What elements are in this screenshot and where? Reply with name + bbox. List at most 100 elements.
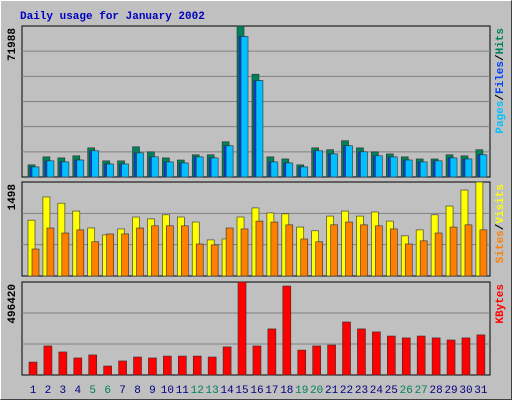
bar xyxy=(28,361,38,376)
bar xyxy=(315,241,323,277)
bar xyxy=(46,160,55,178)
legend-entry: Pages xyxy=(495,101,507,134)
bar xyxy=(390,156,398,178)
bar xyxy=(375,155,383,178)
bar xyxy=(118,360,127,376)
bar xyxy=(360,224,368,277)
bar xyxy=(91,150,100,178)
bar xyxy=(342,321,351,376)
legend-entry: Sites xyxy=(495,230,507,263)
bar xyxy=(166,161,174,178)
x-tick-label: 3 xyxy=(60,385,67,397)
bar xyxy=(419,161,428,178)
bar xyxy=(416,335,426,376)
legend: Pages/Files/Hits xyxy=(495,28,507,134)
bar xyxy=(195,156,204,178)
x-tick-label: 5 xyxy=(89,385,96,397)
bar xyxy=(252,345,262,376)
bar xyxy=(357,328,366,376)
x-tick-label: 22 xyxy=(340,385,353,397)
bar xyxy=(133,356,142,376)
x-tick-label: 28 xyxy=(430,385,443,397)
bar xyxy=(449,226,458,277)
bar xyxy=(237,281,247,376)
bar xyxy=(464,224,473,277)
x-tick-label: 29 xyxy=(444,385,457,397)
bar xyxy=(163,355,172,376)
bar xyxy=(240,228,249,277)
bar xyxy=(195,243,204,277)
x-tick-label: 15 xyxy=(235,385,248,397)
bar xyxy=(210,157,219,178)
bar xyxy=(76,159,85,178)
bar xyxy=(270,221,279,277)
bar xyxy=(255,220,264,277)
bar xyxy=(476,334,486,376)
bar xyxy=(312,345,321,376)
bar xyxy=(178,355,187,376)
bar xyxy=(166,225,174,277)
x-tick-label: 26 xyxy=(400,385,413,397)
bar xyxy=(210,244,219,277)
bar xyxy=(434,232,443,277)
y-tick-label: 496420 xyxy=(7,284,19,324)
x-tick-label: 27 xyxy=(415,385,428,397)
x-tick-label: 2 xyxy=(45,385,52,397)
bar xyxy=(330,153,338,178)
x-tick-label: 16 xyxy=(250,385,263,397)
bar xyxy=(151,156,159,178)
legend-entry: Files xyxy=(495,61,507,94)
bar xyxy=(136,152,144,178)
bar xyxy=(401,337,411,376)
bar xyxy=(446,339,456,376)
x-tick-label: 4 xyxy=(74,385,81,397)
bar xyxy=(270,161,279,178)
bar xyxy=(61,232,70,277)
bar xyxy=(285,162,294,178)
bar xyxy=(345,221,353,277)
bar xyxy=(434,160,443,178)
bar xyxy=(103,365,112,376)
bar xyxy=(255,80,264,178)
bar xyxy=(31,166,40,178)
legend: Sites/Visits xyxy=(495,184,507,263)
x-tick-label: 9 xyxy=(149,385,156,397)
legend-entry: Hits xyxy=(495,28,507,54)
bar xyxy=(475,181,484,277)
bar xyxy=(43,345,53,376)
bar xyxy=(431,337,441,376)
bar xyxy=(151,225,159,277)
bar xyxy=(372,331,381,376)
x-tick-label: 25 xyxy=(385,385,398,397)
bar xyxy=(461,337,471,376)
bar xyxy=(27,219,36,277)
bar xyxy=(345,145,353,178)
x-tick-label: 30 xyxy=(459,385,472,397)
x-tick-label: 7 xyxy=(119,385,126,397)
bar xyxy=(91,241,100,277)
bar xyxy=(327,344,336,376)
bar xyxy=(300,238,309,277)
legend-entry: Visits xyxy=(495,184,507,224)
x-tick-label: 19 xyxy=(295,385,308,397)
bar xyxy=(300,166,309,178)
bar xyxy=(464,158,473,178)
x-tick-label: 18 xyxy=(280,385,293,397)
bar xyxy=(240,36,249,178)
legend-separator: / xyxy=(495,94,507,101)
bar xyxy=(479,229,488,277)
bar xyxy=(106,163,114,178)
x-tick-label: 14 xyxy=(220,385,234,397)
bar xyxy=(375,225,383,277)
bar xyxy=(267,328,277,376)
bar xyxy=(297,349,307,376)
bar xyxy=(285,224,294,277)
legend-separator: / xyxy=(495,223,507,230)
x-tick-label: 21 xyxy=(325,385,339,397)
x-tick-label: 11 xyxy=(176,385,190,397)
x-tick-label: 10 xyxy=(161,385,174,397)
bar xyxy=(58,351,68,376)
x-tick-label: 31 xyxy=(474,385,488,397)
